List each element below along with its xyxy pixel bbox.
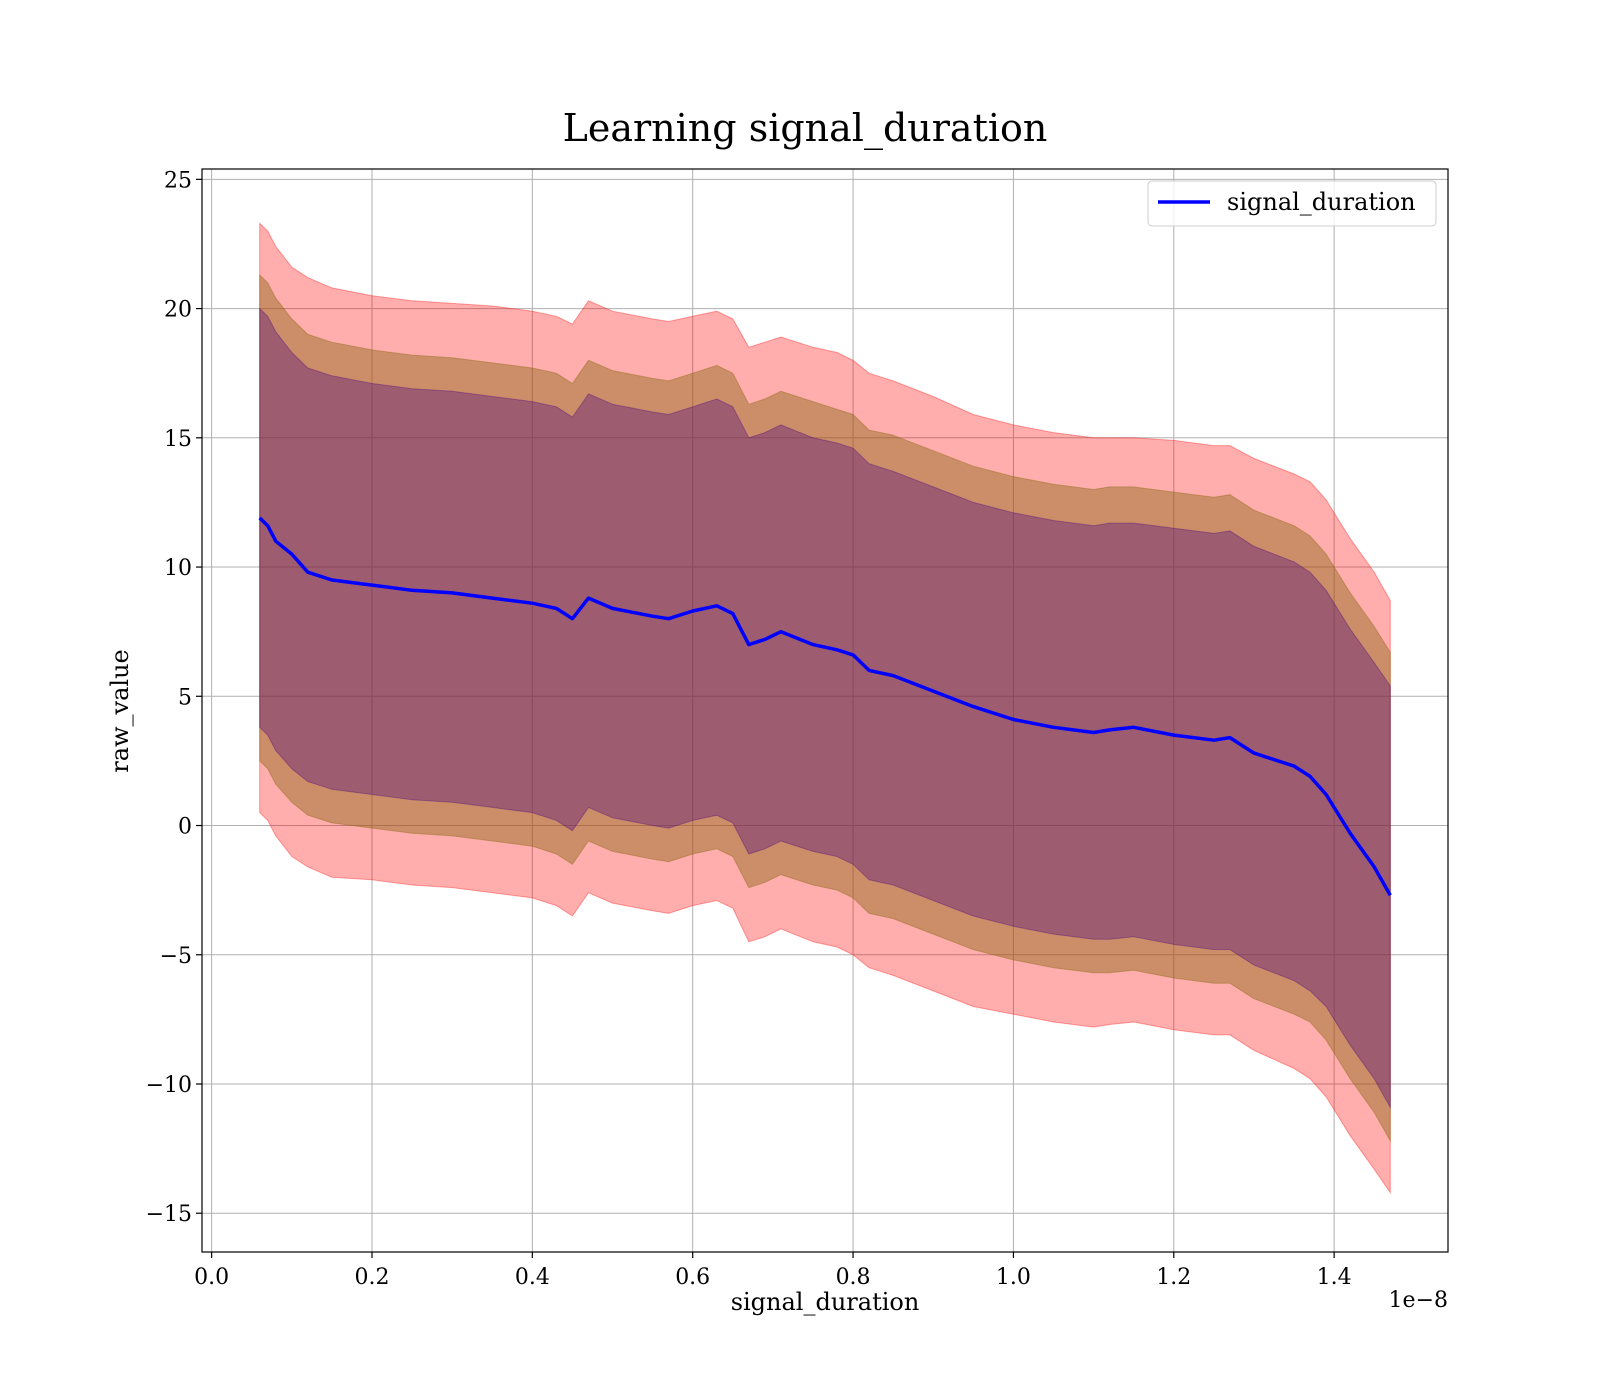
x-tick-label: 0.4 xyxy=(515,1265,550,1290)
y-tick-label: 20 xyxy=(164,298,192,323)
legend-box xyxy=(1147,180,1437,227)
y-axis-label: raw_value xyxy=(106,649,134,773)
series-layer xyxy=(258,516,1392,897)
x-tick-label: 0.2 xyxy=(354,1265,389,1290)
grid xyxy=(202,169,1448,1252)
y-tick-label: 10 xyxy=(164,556,192,581)
legend-label: signal_duration xyxy=(1227,188,1416,216)
x-tick-label: 0.0 xyxy=(194,1265,229,1290)
x-tick-label: 0.6 xyxy=(675,1265,710,1290)
plot-background xyxy=(202,169,1448,1252)
x-tick-label: 0.8 xyxy=(836,1265,871,1290)
x-tick-label: 1.2 xyxy=(1156,1265,1191,1290)
band-outer xyxy=(259,222,1391,1195)
x-axis-label: signal_duration xyxy=(731,1288,920,1316)
y-tick-label: 25 xyxy=(164,168,192,193)
y-tick-label: −15 xyxy=(146,1202,192,1227)
chart-title: Learning signal_duration xyxy=(563,106,1048,151)
plot-frame xyxy=(201,168,1449,1253)
band-inner xyxy=(259,307,1391,1110)
x-axis-ticks: 0.0 0.2 0.4 0.6 0.8 1.0 1.2 1.4 xyxy=(194,1252,1352,1290)
x-tick-label: 1.0 xyxy=(996,1265,1031,1290)
x-tick-label: 1.4 xyxy=(1317,1265,1352,1290)
y-axis-ticks: −15 −10 −5 0 5 10 15 20 25 xyxy=(146,168,202,1227)
y-tick-label: −5 xyxy=(160,944,192,969)
y-tick-label: 15 xyxy=(164,427,192,452)
y-tick-label: −10 xyxy=(146,1073,192,1098)
y-tick-label: 5 xyxy=(178,685,192,710)
y-tick-label: 0 xyxy=(178,815,192,840)
x-axis-offset-label: 1e−8 xyxy=(1389,1288,1448,1313)
legend: signal_duration xyxy=(1147,180,1437,227)
confidence-bands xyxy=(259,222,1391,1195)
band-middle xyxy=(259,273,1391,1143)
series-line-signal-duration xyxy=(258,516,1392,897)
plot-area xyxy=(201,168,1449,1253)
